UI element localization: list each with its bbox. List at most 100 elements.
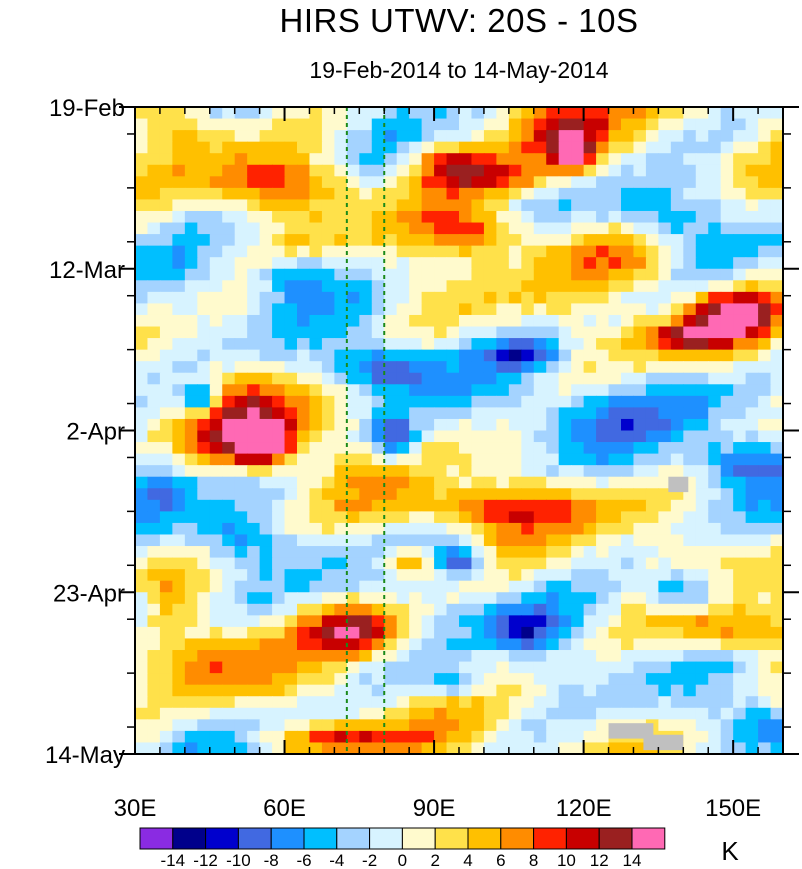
heatmap-cell bbox=[135, 626, 149, 640]
heatmap-cell bbox=[184, 107, 198, 120]
heatmap-cell bbox=[533, 465, 547, 478]
heatmap-cell bbox=[197, 592, 211, 605]
heatmap-cell bbox=[421, 268, 435, 281]
heatmap-cell bbox=[720, 314, 734, 328]
heatmap-cell bbox=[708, 199, 722, 212]
heatmap-cell bbox=[658, 395, 672, 408]
heatmap-cell bbox=[371, 187, 385, 201]
heatmap-cell bbox=[546, 430, 560, 443]
heatmap-cell bbox=[508, 580, 522, 593]
heatmap-cell bbox=[546, 176, 560, 189]
heatmap-cell bbox=[209, 141, 223, 154]
heatmap-cell bbox=[222, 407, 236, 420]
heatmap-cell bbox=[695, 626, 709, 640]
heatmap-cell bbox=[496, 730, 510, 744]
heatmap-cell bbox=[633, 534, 647, 547]
heatmap-cell bbox=[446, 418, 460, 432]
heatmap-cell bbox=[658, 372, 672, 385]
heatmap-cell bbox=[184, 280, 198, 293]
heatmap-cell bbox=[371, 488, 385, 501]
heatmap-cell bbox=[135, 534, 149, 547]
heatmap-cell bbox=[695, 118, 709, 131]
heatmap-cell bbox=[521, 418, 535, 432]
heatmap-cell bbox=[546, 546, 560, 559]
heatmap-cell bbox=[608, 372, 622, 385]
heatmap-cell bbox=[384, 511, 398, 524]
heatmap-cell bbox=[583, 592, 597, 605]
heatmap-cell bbox=[596, 338, 610, 351]
heatmap-cell bbox=[346, 395, 360, 408]
heatmap-cell bbox=[159, 522, 173, 536]
heatmap-cell bbox=[483, 534, 497, 547]
heatmap-cell bbox=[708, 557, 722, 570]
heatmap-cell bbox=[272, 546, 286, 559]
heatmap-cell bbox=[147, 603, 161, 616]
heatmap-cell bbox=[359, 569, 373, 582]
heatmap-cell bbox=[521, 280, 535, 293]
heatmap-cell bbox=[135, 395, 149, 408]
heatmap-cell bbox=[359, 603, 373, 616]
heatmap-cell bbox=[583, 118, 597, 131]
heatmap-cell bbox=[409, 546, 423, 559]
heatmap-cell bbox=[135, 638, 149, 651]
heatmap-cell bbox=[446, 557, 460, 570]
heatmap-cell bbox=[184, 141, 198, 154]
heatmap-cell bbox=[459, 511, 473, 524]
heatmap-cell bbox=[434, 742, 448, 754]
heatmap-cell bbox=[533, 153, 547, 166]
heatmap-cell bbox=[371, 684, 385, 697]
heatmap-cell bbox=[608, 326, 622, 339]
heatmap-cell bbox=[147, 164, 161, 177]
heatmap-cell bbox=[695, 522, 709, 536]
heatmap-cell bbox=[197, 557, 211, 570]
heatmap-cell bbox=[670, 349, 684, 362]
heatmap-cell bbox=[384, 442, 398, 455]
heatmap-cell bbox=[508, 730, 522, 744]
heatmap-cell bbox=[359, 303, 373, 316]
heatmap-cell bbox=[321, 603, 335, 616]
heatmap-cell bbox=[147, 118, 161, 131]
heatmap-cell bbox=[695, 730, 709, 744]
heatmap-cell bbox=[645, 522, 659, 536]
heatmap-cell bbox=[621, 164, 635, 177]
heatmap-cell bbox=[670, 453, 684, 466]
heatmap-cell bbox=[645, 442, 659, 455]
heatmap-cell bbox=[758, 187, 772, 201]
heatmap-cell bbox=[695, 661, 709, 674]
heatmap-cell bbox=[371, 465, 385, 478]
heatmap-cell bbox=[371, 534, 385, 547]
heatmap-cell bbox=[658, 291, 672, 305]
heatmap-cell bbox=[234, 384, 248, 397]
heatmap-cell bbox=[147, 534, 161, 547]
heatmap-cell bbox=[284, 130, 298, 143]
heatmap-cell bbox=[670, 557, 684, 570]
heatmap-cell bbox=[571, 453, 585, 466]
colorbar-swatch bbox=[434, 827, 469, 850]
heatmap-cell bbox=[483, 372, 497, 385]
heatmap-cell bbox=[297, 234, 311, 247]
heatmap-cell bbox=[172, 442, 186, 455]
heatmap-cell bbox=[471, 499, 485, 512]
heatmap-cell bbox=[184, 592, 198, 605]
heatmap-cell bbox=[770, 707, 783, 720]
heatmap-cell bbox=[234, 176, 248, 189]
heatmap-cell bbox=[733, 338, 747, 351]
heatmap-cell bbox=[496, 534, 510, 547]
heatmap-cell bbox=[745, 465, 759, 478]
heatmap-cell bbox=[770, 430, 783, 443]
heatmap-cell bbox=[359, 442, 373, 455]
heatmap-cell bbox=[172, 153, 186, 166]
heatmap-cell bbox=[346, 280, 360, 293]
heatmap-cell bbox=[583, 372, 597, 385]
heatmap-cell bbox=[596, 465, 610, 478]
heatmap-cell bbox=[359, 372, 373, 385]
heatmap-cell bbox=[446, 199, 460, 212]
heatmap-cell bbox=[670, 384, 684, 397]
heatmap-cell bbox=[546, 661, 560, 674]
heatmap-cell bbox=[384, 153, 398, 166]
heatmap-cell bbox=[508, 476, 522, 489]
heatmap-cell bbox=[197, 465, 211, 478]
heatmap-cell bbox=[259, 430, 273, 443]
heatmap-cell bbox=[770, 442, 783, 455]
heatmap-cell bbox=[508, 696, 522, 709]
